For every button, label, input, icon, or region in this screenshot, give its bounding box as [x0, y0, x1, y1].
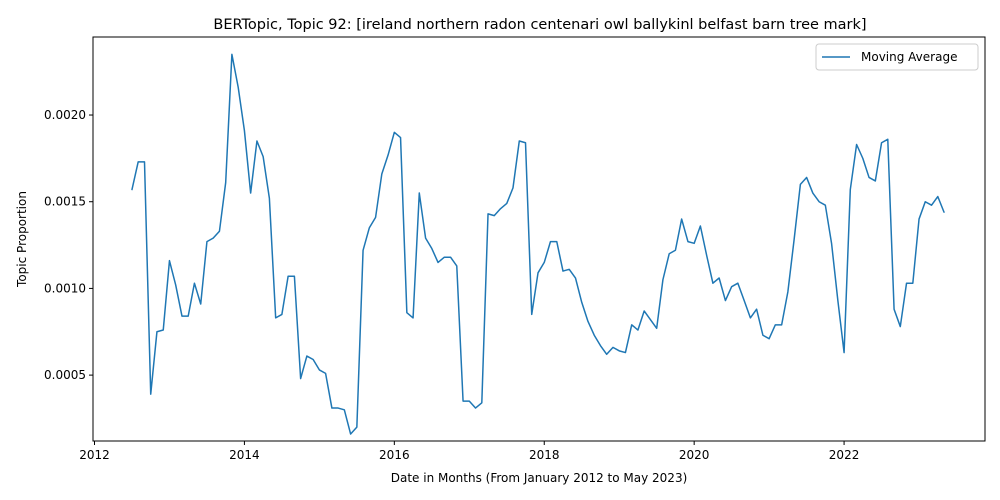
plot-area	[131, 53, 945, 435]
x-tick-label: 2018	[529, 448, 560, 462]
x-tick-label: 2022	[829, 448, 860, 462]
axes-frame	[92, 36, 986, 442]
legend: Moving Average	[815, 43, 979, 71]
series-line-moving-average	[131, 53, 945, 435]
x-axis-title: Date in Months (From January 2012 to May…	[391, 471, 688, 485]
x-tick-label: 2016	[379, 448, 410, 462]
y-tick-label: 0.0020	[44, 108, 86, 122]
x-tick-label: 2014	[229, 448, 260, 462]
y-tick-label: 0.0015	[44, 195, 86, 209]
y-axis: 0.0005 0.0010 0.0015 0.0020	[44, 108, 93, 382]
x-axis: 2012 2014 2016 2018 2020 2022	[79, 441, 859, 462]
legend-box	[815, 43, 979, 71]
y-axis-title: Topic Proportion	[15, 191, 29, 288]
x-tick-label: 2012	[79, 448, 110, 462]
chart-title: BERTopic, Topic 92: [ireland northern ra…	[213, 17, 866, 33]
y-tick-label: 0.0005	[44, 368, 86, 382]
x-tick-label: 2020	[679, 448, 710, 462]
legend-label-moving-average: Moving Average	[861, 50, 957, 64]
y-tick-label: 0.0010	[44, 281, 86, 295]
